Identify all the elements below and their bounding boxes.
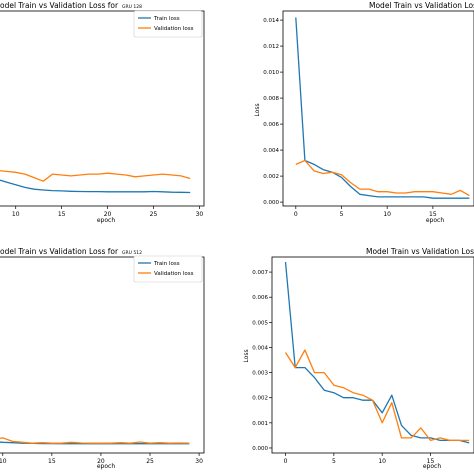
y-tick-label: 0.003 — [252, 371, 268, 377]
x-tick-label: 30 — [195, 458, 203, 465]
x-tick-label: 10 — [12, 211, 20, 218]
x-tick-label: 0 — [284, 458, 288, 465]
x-tick-label: 15 — [429, 211, 437, 218]
y-axis-label: Loss — [254, 103, 261, 116]
y-tick-label: 0.002 — [263, 174, 279, 180]
chart-subtitle: GRU 128 — [122, 4, 142, 10]
plot-area: 10 15 20 25 30 — [0, 10, 205, 218]
x-tick-label: 15 — [58, 211, 66, 218]
legend-label-validation: Validation loss — [154, 26, 194, 32]
x-tick-label: 10 — [383, 211, 391, 218]
y-tick-label: 0.000 — [263, 200, 279, 206]
series-line-validation — [284, 349, 470, 442]
x-axis-label: epoch — [97, 463, 115, 470]
x-tick-label: 15 — [427, 458, 435, 465]
x-axis-label: epoch — [423, 463, 441, 470]
series-line-validation — [295, 159, 470, 197]
legend: Train loss Validation loss — [133, 255, 203, 283]
plot-area: 0 5 10 15 0.000 0.001 0.002 0.003 0.004 0.005 0.00… — [252, 256, 474, 465]
x-tick-label: 25 — [146, 458, 154, 465]
x-tick-label: 10 — [0, 458, 7, 465]
legend-label-train: Train loss — [153, 261, 180, 267]
plot-area: 0 5 10 15 0.000 0.002 0.004 0.006 0.008 0.010 0.01… — [263, 10, 474, 218]
y-tick-label: 0.014 — [263, 18, 279, 24]
legend-box — [133, 255, 203, 283]
chart-title: Model Train vs Validation Loss fo — [369, 1, 474, 10]
chart-title: odel Train vs Validation Loss for — [0, 247, 119, 256]
y-tick-label: 0.004 — [263, 148, 279, 154]
series-line-validation — [0, 170, 191, 182]
y-tick-label: 0.006 — [252, 295, 268, 301]
x-axis-label: epoch — [426, 217, 444, 224]
y-tick-label: 0.007 — [252, 270, 268, 276]
x-tick-label: 25 — [150, 211, 158, 218]
chart-panel-bottom-right: 0 5 10 15 0.000 0.001 0.002 0.003 0.004 0.005 0.00… — [243, 247, 474, 470]
y-tick-label: 0.004 — [252, 345, 268, 351]
x-tick-label: 5 — [340, 211, 344, 218]
axes-frame — [0, 256, 205, 454]
y-tick-label: 0.010 — [263, 70, 279, 76]
plot-area: 10 15 20 25 30 — [0, 256, 205, 465]
chart-panel-bottom-left: 10 15 20 25 30 odel Train vs Validation Loss… — [0, 247, 205, 470]
x-axis-label: epoch — [97, 217, 115, 224]
y-tick-label: 0.005 — [252, 320, 268, 326]
y-tick-label: 0.006 — [263, 122, 279, 128]
series-line-train — [0, 179, 191, 194]
axes-frame — [0, 10, 205, 207]
x-tick-label: 5 — [332, 458, 336, 465]
x-tick-label: 0 — [294, 211, 298, 218]
x-tick-label: 20 — [104, 211, 112, 218]
x-tick-label: 10 — [378, 458, 386, 465]
chart-title: Model Train vs Validation Loss f — [366, 247, 474, 256]
legend-label-validation: Validation loss — [154, 271, 194, 277]
y-tick-label: 0.012 — [263, 44, 279, 50]
chart-title: odel Train vs Validation Loss for — [0, 1, 119, 10]
series-line-train — [295, 17, 470, 199]
legend-label-train: Train loss — [153, 16, 180, 22]
axes-frame — [271, 256, 474, 454]
chart-panel-top-right: 0 5 10 15 0.000 0.002 0.004 0.006 0.008 0.010 0.01… — [254, 1, 474, 224]
chart-panel-top-left: 10 15 20 25 30 odel Train vs Validation Loss… — [0, 1, 205, 224]
x-tick-label: 15 — [48, 458, 56, 465]
y-tick-label: 0.001 — [252, 421, 268, 427]
series-line-train — [284, 261, 470, 444]
series-line-validation — [0, 437, 190, 444]
chart-subtitle: GRU 512 — [122, 250, 142, 256]
y-tick-label: 0.002 — [252, 396, 268, 402]
legend-box — [133, 10, 203, 38]
axes-frame — [282, 10, 474, 207]
y-tick-label: 0.000 — [252, 446, 268, 452]
x-tick-label: 20 — [97, 458, 105, 465]
legend: Train loss Validation loss — [133, 10, 203, 38]
x-tick-label: 30 — [196, 211, 204, 218]
y-tick-label: 0.008 — [263, 96, 279, 102]
y-axis-label: Loss — [243, 349, 250, 362]
